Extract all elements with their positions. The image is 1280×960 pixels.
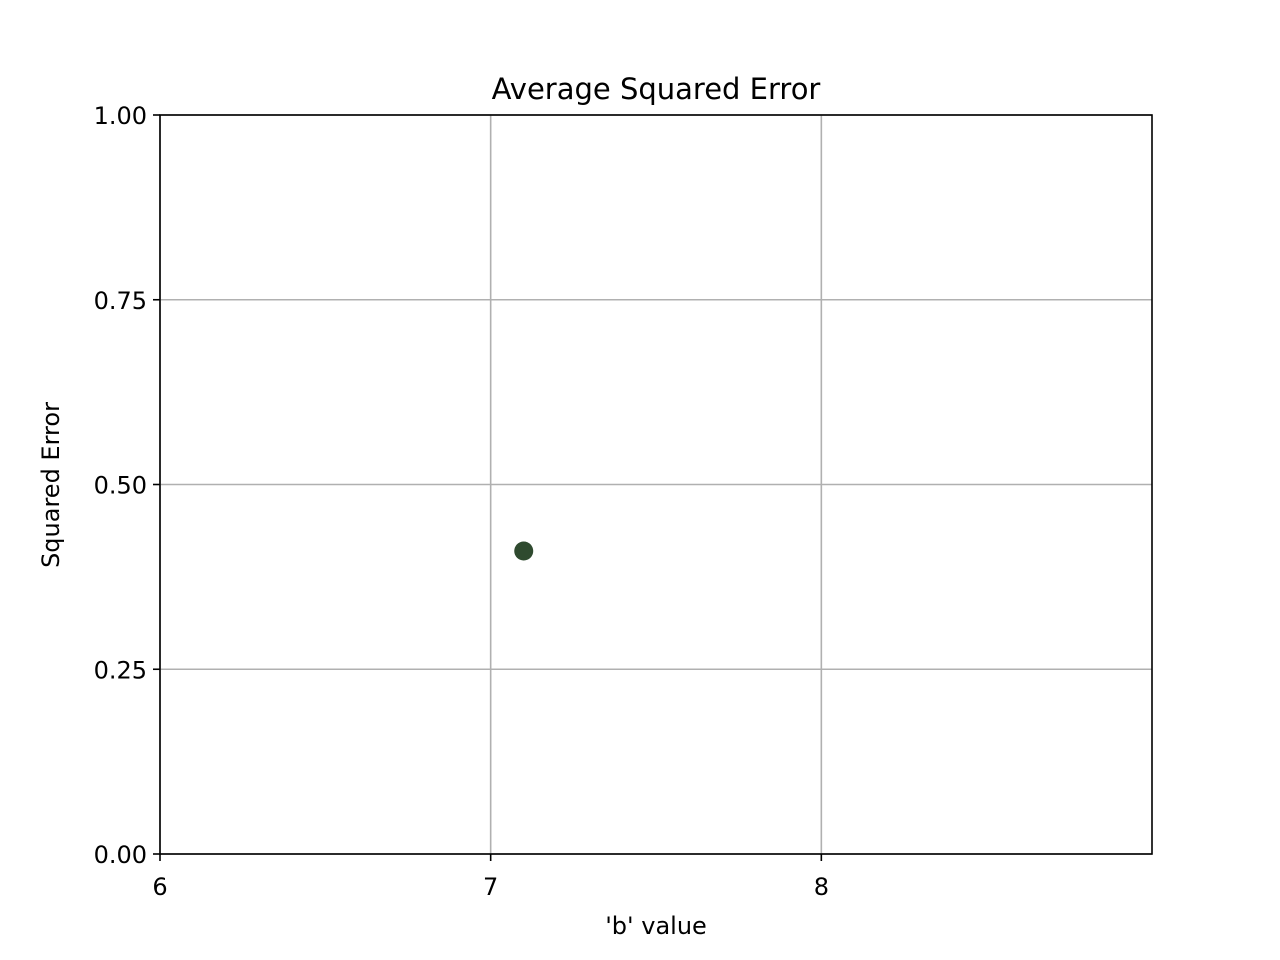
y-tick-label: 1.00	[94, 102, 147, 130]
x-tick-label: 6	[152, 873, 167, 901]
x-tick-label: 8	[814, 873, 829, 901]
data-point	[514, 541, 534, 561]
y-tick-label: 0.75	[94, 287, 147, 315]
y-tick-label: 0.00	[94, 841, 147, 869]
axis-ticks: 6 7 8 0.00 0.25 0.50 0.75 1.00	[94, 102, 829, 901]
chart-title: Average Squared Error	[492, 72, 821, 106]
y-tick-label: 0.50	[94, 472, 147, 500]
y-axis-title: Squared Error	[37, 402, 65, 568]
y-tick-label: 0.25	[94, 656, 147, 684]
data-points	[514, 541, 534, 561]
x-tick-label: 7	[483, 873, 498, 901]
x-axis-title: 'b' value	[605, 912, 707, 940]
